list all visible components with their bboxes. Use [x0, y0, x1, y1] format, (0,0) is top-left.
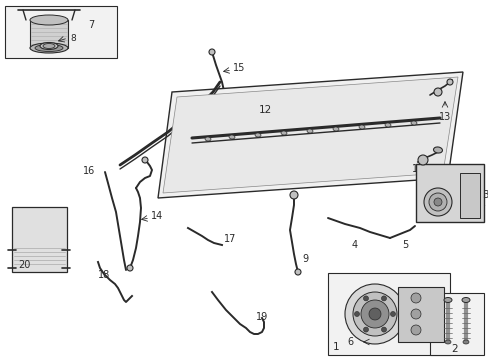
- Text: 9: 9: [302, 254, 307, 264]
- Circle shape: [345, 284, 404, 344]
- Circle shape: [433, 198, 441, 206]
- Circle shape: [294, 269, 301, 275]
- Bar: [397, 287, 443, 342]
- Circle shape: [410, 325, 420, 335]
- Ellipse shape: [462, 340, 468, 344]
- Polygon shape: [163, 77, 457, 193]
- Text: 16: 16: [82, 166, 95, 176]
- Text: 14: 14: [151, 211, 163, 221]
- Circle shape: [410, 293, 420, 303]
- Bar: [30, 20, 68, 48]
- Ellipse shape: [40, 42, 58, 50]
- Circle shape: [433, 88, 441, 96]
- Text: 5: 5: [401, 240, 407, 250]
- Ellipse shape: [254, 133, 261, 137]
- Ellipse shape: [358, 125, 364, 129]
- Circle shape: [360, 300, 388, 328]
- Text: 6: 6: [347, 337, 353, 347]
- Text: 7: 7: [88, 20, 94, 30]
- Text: 8: 8: [70, 33, 76, 42]
- Bar: [327, 273, 449, 355]
- Ellipse shape: [35, 45, 63, 51]
- Text: 4: 4: [351, 240, 357, 250]
- Ellipse shape: [461, 297, 469, 302]
- Circle shape: [289, 191, 297, 199]
- Circle shape: [417, 155, 427, 165]
- Bar: [415, 164, 483, 222]
- Ellipse shape: [443, 297, 451, 302]
- Bar: [459, 173, 479, 218]
- Circle shape: [368, 308, 380, 320]
- Bar: [429, 293, 483, 355]
- Text: 10: 10: [411, 164, 423, 174]
- Circle shape: [381, 327, 386, 332]
- Ellipse shape: [306, 129, 312, 133]
- Circle shape: [410, 309, 420, 319]
- Circle shape: [423, 188, 451, 216]
- Text: 20: 20: [18, 260, 30, 270]
- Text: 19: 19: [256, 312, 268, 322]
- Ellipse shape: [30, 43, 68, 53]
- Circle shape: [352, 292, 396, 336]
- Ellipse shape: [281, 131, 286, 135]
- Text: 12: 12: [258, 105, 271, 115]
- Text: 18: 18: [98, 270, 110, 280]
- Polygon shape: [158, 72, 462, 198]
- Circle shape: [127, 265, 133, 271]
- Ellipse shape: [433, 147, 442, 153]
- Ellipse shape: [30, 15, 68, 25]
- Text: 2: 2: [451, 344, 457, 354]
- Text: 3: 3: [481, 190, 488, 200]
- Bar: [5, 6, 117, 58]
- Ellipse shape: [43, 44, 55, 49]
- Text: 1: 1: [332, 342, 339, 352]
- Text: 17: 17: [224, 234, 236, 244]
- Circle shape: [354, 311, 359, 316]
- Bar: [12, 207, 67, 272]
- Circle shape: [428, 193, 446, 211]
- Text: 13: 13: [438, 112, 450, 122]
- Circle shape: [363, 327, 368, 332]
- Text: 11: 11: [433, 164, 445, 174]
- Ellipse shape: [410, 121, 416, 125]
- Circle shape: [390, 311, 395, 316]
- Ellipse shape: [444, 340, 450, 344]
- Ellipse shape: [332, 127, 338, 131]
- Circle shape: [381, 296, 386, 301]
- Circle shape: [446, 79, 452, 85]
- Circle shape: [142, 157, 148, 163]
- Text: 15: 15: [232, 63, 245, 73]
- Ellipse shape: [204, 137, 210, 141]
- Circle shape: [208, 49, 215, 55]
- Ellipse shape: [384, 123, 390, 127]
- Circle shape: [363, 296, 368, 301]
- Ellipse shape: [228, 135, 235, 139]
